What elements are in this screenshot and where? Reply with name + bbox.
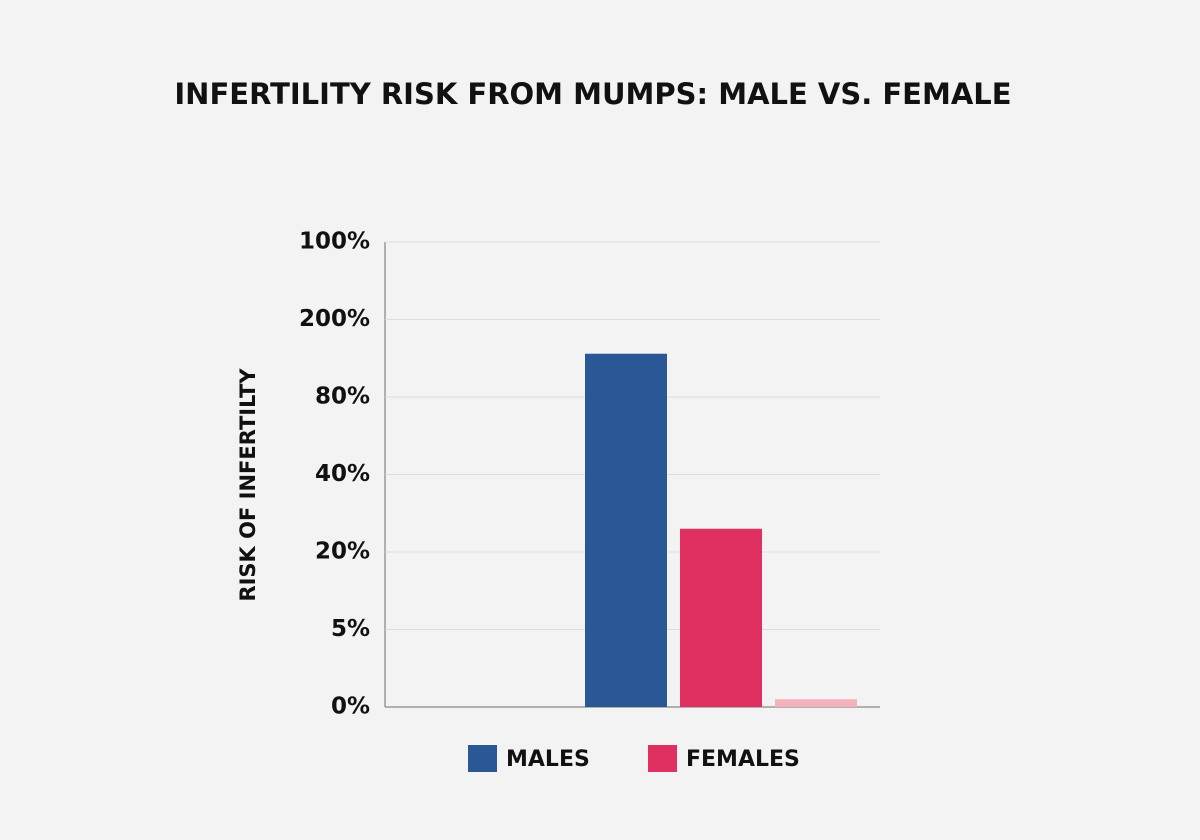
y-tick-label: 0% [331,694,370,720]
y-axis-title: RISK OF INFERTILTY [236,368,260,602]
y-tick-label: 100% [299,229,370,255]
y-tick-label: 20% [315,539,370,565]
legend-swatch [468,745,497,772]
bar [680,528,762,707]
legend-label: FEMALES [686,747,800,772]
y-tick-label: 200% [299,306,370,332]
y-tick-label: 80% [315,384,370,410]
chart-title: INFERTILITY RISK FROM MUMPS: MALE VS. FE… [174,77,1011,111]
bar [775,699,857,707]
legend-swatch [648,745,677,772]
y-tick-label: 5% [331,616,370,642]
legend-label: MALES [506,747,590,772]
bar [585,353,667,707]
y-tick-label: 40% [315,461,370,487]
